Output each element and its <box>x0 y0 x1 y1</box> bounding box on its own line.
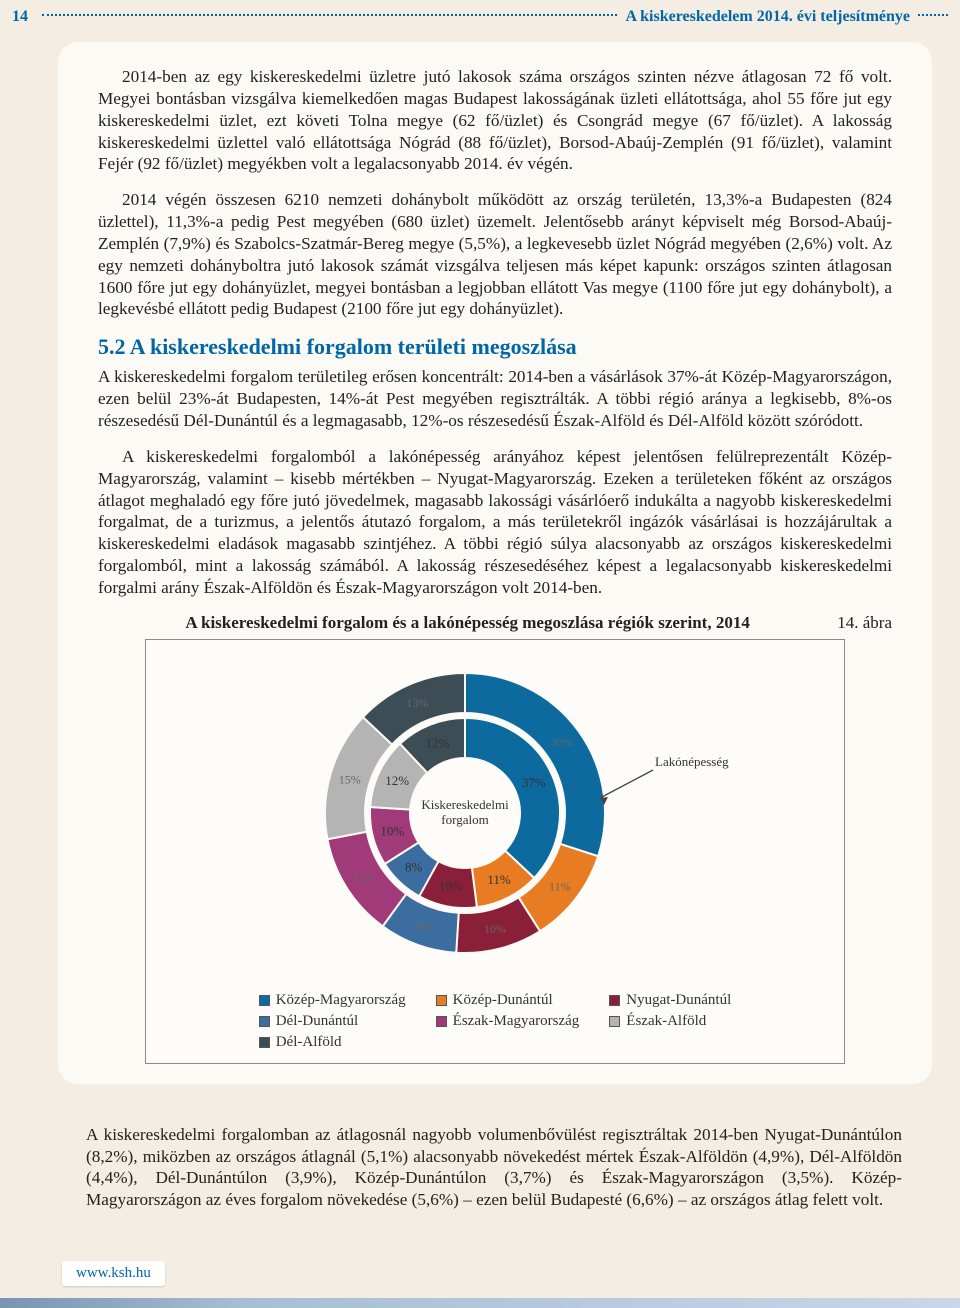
legend-item: Közép-Dunántúl <box>436 992 580 1009</box>
svg-text:11%: 11% <box>549 879 571 893</box>
svg-text:forgalom: forgalom <box>441 812 488 827</box>
page-number: 14 <box>12 8 28 26</box>
svg-text:10%: 10% <box>484 922 506 936</box>
svg-text:12%: 12% <box>353 870 375 884</box>
legend-item: Közép-Magyarország <box>259 992 406 1009</box>
paragraph-5: A kiskereskedelmi forgalomban az átlagos… <box>86 1124 902 1211</box>
legend-item: Dél-Alföld <box>259 1034 406 1051</box>
paragraph-4-text: A kiskereskedelmi forgalomból a lakónépe… <box>98 447 892 597</box>
header-dots-right <box>918 14 948 16</box>
svg-text:12%: 12% <box>425 735 449 750</box>
legend-item: Dél-Dunántúl <box>259 1013 406 1030</box>
svg-text:10%: 10% <box>380 823 404 838</box>
svg-text:11%: 11% <box>487 872 511 887</box>
legend-item: Észak-Magyarország <box>436 1013 580 1030</box>
paragraph-5-text: A kiskereskedelmi forgalomban az átlagos… <box>86 1125 902 1210</box>
content-card: 2014-ben az egy kiskereskedelmi üzletre … <box>58 42 932 1084</box>
figure-number: 14. ábra <box>837 613 892 633</box>
svg-text:13%: 13% <box>406 696 428 710</box>
figure-title: A kiskereskedelmi forgalom és a lakónépe… <box>98 613 837 633</box>
donut-chart: 30% 11% 10% 9% 12% 15% 13% 37% 11% 10% 8% 10% 12% 12%… <box>158 658 832 978</box>
paragraph-1-text: 2014-ben az egy kiskereskedelmi üzletre … <box>98 67 892 173</box>
bottom-accent <box>0 1298 960 1308</box>
svg-text:9%: 9% <box>416 919 432 933</box>
svg-text:15%: 15% <box>339 772 361 786</box>
header-title: A kiskereskedelem 2014. évi teljesítmény… <box>625 8 910 26</box>
footer-link-text: www.ksh.hu <box>76 1265 151 1281</box>
footer-link[interactable]: www.ksh.hu <box>62 1261 165 1286</box>
paragraph-4: A kiskereskedelmi forgalomból a lakónépe… <box>98 446 892 599</box>
svg-text:30%: 30% <box>551 735 573 749</box>
svg-text:10%: 10% <box>439 878 463 893</box>
svg-text:12%: 12% <box>385 773 409 788</box>
svg-text:8%: 8% <box>405 859 423 874</box>
svg-text:Kiskereskedelmi: Kiskereskedelmi <box>421 797 509 812</box>
legend-item: Nyugat-Dunántúl <box>609 992 731 1009</box>
paragraph-2: 2014 végén összesen 6210 nemzeti dohányb… <box>98 189 892 320</box>
chart-frame: 30% 11% 10% 9% 12% 15% 13% 37% 11% 10% 8% 10% 12% 12%… <box>145 639 845 1064</box>
header-dots <box>42 14 617 16</box>
svg-text:37%: 37% <box>522 775 546 790</box>
figure-header: A kiskereskedelmi forgalom és a lakónépe… <box>98 613 892 633</box>
svg-text:Lakónépesség: Lakónépesség <box>655 754 729 769</box>
chart-legend: Közép-Magyarország Dél-Dunántúl Dél-Alföld… <box>158 992 832 1051</box>
paragraph-2-text: 2014 végén összesen 6210 nemzeti dohányb… <box>98 190 892 318</box>
paragraph-3: A kiskereskedelmi forgalom területileg e… <box>98 366 892 432</box>
section-title: 5.2 A kiskereskedelmi forgalom területi … <box>98 334 892 360</box>
page-header: 14 A kiskereskedelem 2014. évi teljesítm… <box>0 0 960 28</box>
legend-item: Észak-Alföld <box>609 1013 731 1030</box>
paragraph-1: 2014-ben az egy kiskereskedelmi üzletre … <box>98 66 892 175</box>
paragraph-3-text: A kiskereskedelmi forgalom területileg e… <box>98 367 892 430</box>
